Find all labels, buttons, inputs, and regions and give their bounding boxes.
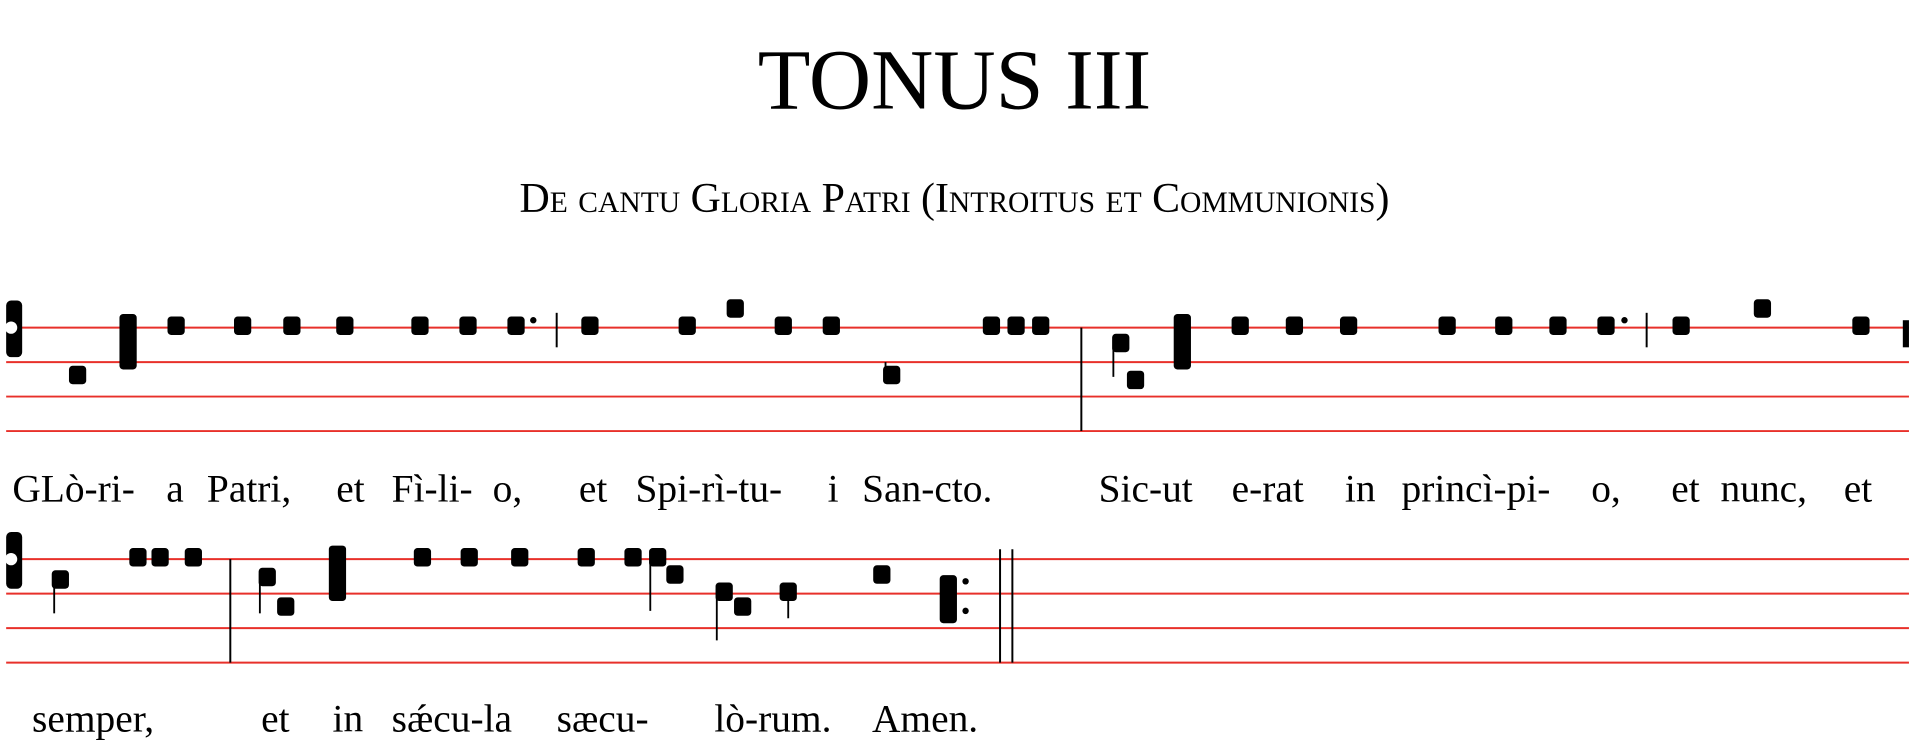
- punctum: [774, 316, 792, 335]
- lyric-syllable: et: [336, 465, 365, 510]
- podatus: [119, 314, 137, 370]
- punctum: [883, 365, 901, 385]
- punctum: [982, 316, 1001, 335]
- punctum: [779, 582, 797, 602]
- lyric-syllable: sæcu-: [556, 695, 649, 740]
- lyric-syllable: Amen.: [871, 695, 979, 740]
- punctum: [129, 548, 147, 567]
- c-clef-notch: [4, 552, 18, 566]
- punctum: [68, 365, 87, 385]
- podatus: [1173, 314, 1191, 370]
- lyric-syllable: Patri,: [206, 465, 292, 510]
- punctum: [1495, 316, 1513, 335]
- punctum: [726, 299, 744, 318]
- lyric-syllable: et: [1671, 465, 1700, 510]
- punctum-mora: [1621, 317, 1628, 324]
- punctum: [459, 316, 477, 335]
- punctum: [1126, 370, 1145, 390]
- custos-icon: [1902, 320, 1909, 348]
- punctum: [649, 548, 667, 567]
- punctum: [51, 570, 69, 589]
- punctum: [734, 597, 752, 616]
- punctum: [873, 565, 891, 584]
- punctum: [1112, 333, 1130, 353]
- lyric-syllable: et: [578, 465, 608, 510]
- lyric-syllable: o,: [492, 465, 523, 510]
- lyric-syllable: lò-rum.: [714, 695, 832, 740]
- lyric-syllable: o,: [1591, 465, 1621, 510]
- punctum: [1032, 316, 1050, 335]
- punctum: [1549, 316, 1567, 335]
- lyric-syllable: i: [827, 465, 839, 510]
- lyric-syllable: San-cto.: [862, 465, 993, 510]
- page-title: TONUS III: [757, 33, 1152, 129]
- lyric-syllable: sǽcu-la: [391, 695, 513, 740]
- punctum: [258, 567, 276, 587]
- punctum: [1285, 316, 1304, 335]
- lyric-syllable: Spi-rì-tu-: [635, 465, 783, 510]
- podatus: [939, 575, 957, 624]
- punctum: [277, 597, 295, 616]
- punctum: [336, 316, 354, 335]
- punctum: [413, 548, 432, 567]
- punctum: [624, 548, 642, 567]
- lyric-syllable: GLò-ri-: [12, 465, 135, 510]
- lyric-syllable: et: [1843, 465, 1873, 510]
- punctum: [822, 316, 840, 335]
- punctum: [678, 316, 696, 335]
- punctum: [1852, 316, 1870, 335]
- lyric-syllable: et: [261, 695, 290, 740]
- punctum: [1753, 299, 1772, 318]
- lyric-syllable: nunc,: [1720, 465, 1808, 510]
- podatus: [328, 545, 347, 602]
- punctum-mora: [530, 317, 537, 324]
- lyric-syllable: Fì-li-: [391, 465, 473, 510]
- punctum: [507, 316, 525, 335]
- punctum-mora: [962, 578, 969, 585]
- punctum: [577, 548, 595, 567]
- punctum: [1007, 316, 1025, 335]
- lyric-syllable: a: [166, 465, 184, 510]
- punctum: [1438, 316, 1456, 335]
- lyric-syllable: princì-pi-: [1401, 465, 1551, 510]
- lyric-syllable: e-rat: [1231, 465, 1304, 510]
- punctum: [167, 316, 185, 335]
- punctum: [1597, 316, 1615, 335]
- punctum: [666, 565, 684, 584]
- punctum: [1339, 316, 1358, 335]
- lyric-syllable: semper,: [32, 695, 155, 740]
- c-clef-notch: [4, 321, 18, 334]
- punctum: [411, 316, 429, 335]
- punctum: [184, 548, 202, 567]
- punctum: [151, 548, 169, 567]
- lyric-syllable: in: [332, 695, 364, 740]
- punctum: [1672, 316, 1690, 335]
- punctum-mora: [962, 607, 969, 615]
- punctum: [581, 316, 599, 335]
- page-subtitle: De cantu Gloria Patri (Introitus et Comm…: [519, 176, 1390, 222]
- lyric-syllable: in: [1344, 465, 1376, 510]
- lyric-syllable: Sic-ut: [1098, 465, 1193, 510]
- punctum: [511, 548, 529, 567]
- punctum: [234, 316, 252, 335]
- punctum: [715, 582, 733, 602]
- punctum: [283, 316, 301, 335]
- punctum: [460, 548, 478, 567]
- punctum: [1231, 316, 1249, 335]
